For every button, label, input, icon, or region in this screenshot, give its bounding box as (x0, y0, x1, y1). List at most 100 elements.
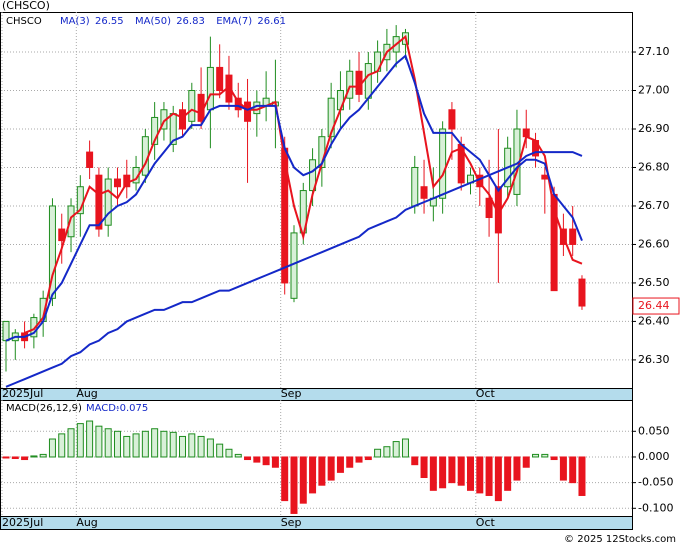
legend-name: MA(3) (60, 16, 90, 27)
macd-bar (374, 448, 382, 458)
x-tick-label: Oct (476, 387, 496, 400)
y-tick-label: 26.80 (638, 160, 670, 173)
macd-bar (76, 423, 84, 458)
candle-body (206, 66, 214, 111)
candle-body (327, 97, 335, 138)
macd-bar (206, 438, 214, 458)
macd-legend: MACD: (86, 403, 119, 414)
macd-bar (420, 456, 428, 479)
macd-bar (179, 435, 187, 458)
candle-body (244, 101, 252, 122)
candle-body (2, 320, 10, 342)
y-tick-label: 0.000 (638, 450, 670, 463)
macd-bar (559, 456, 567, 481)
macd-bar (281, 456, 289, 502)
candle-body (188, 90, 196, 122)
candle-body (113, 178, 121, 188)
ma-line (5, 151, 583, 388)
macd-bar (262, 456, 270, 466)
macd-legend-value: -0.075 (116, 403, 148, 414)
y-tick-label: 0.050 (638, 424, 670, 437)
macd-bar (569, 456, 577, 484)
last-price-box (632, 297, 680, 315)
macd-bar (197, 435, 205, 458)
x-tick-label: Aug (76, 387, 97, 400)
x-tick-label: Oct (476, 516, 496, 529)
macd-bar (346, 456, 354, 468)
y-tick-label: 26.50 (638, 276, 670, 289)
macd-bar (132, 433, 140, 458)
y-tick-label: 26.60 (638, 237, 670, 250)
macd-bar (48, 438, 56, 458)
last-price: 26.44 (638, 299, 670, 312)
candle-body (411, 166, 419, 207)
macd-bar (541, 453, 549, 458)
y-tick-label: -0.100 (638, 501, 673, 514)
macd-bar (411, 456, 419, 466)
macd-bar (494, 456, 502, 502)
macd-bar (104, 428, 112, 458)
candle-body (216, 66, 224, 92)
macd-bar (86, 420, 94, 458)
legend-symbol: CHSCO (6, 16, 42, 27)
macd-bar (290, 456, 298, 514)
chart-title: (CHSCO) (2, 0, 50, 12)
macd-bar (244, 456, 252, 461)
y-tick-label: 26.70 (638, 199, 670, 212)
candle-body (309, 159, 317, 192)
macd-title: MACD(26,12,9) (6, 403, 82, 414)
x-tick-label: 2025Jul (2, 516, 43, 529)
macd-bar (364, 456, 372, 461)
macd-bar (336, 456, 344, 473)
x-tick-label: Aug (76, 516, 97, 529)
macd-bar (504, 456, 512, 491)
candle-body (104, 178, 112, 226)
candle-body (95, 174, 103, 230)
macd-bar (271, 456, 279, 468)
legend-value: 26.55 (95, 16, 124, 27)
macd-bar (318, 456, 326, 486)
macd-bar (429, 456, 437, 491)
macd-bar (30, 455, 38, 458)
macd-bar (392, 441, 400, 458)
macd-bar (383, 446, 391, 458)
date-strip (0, 516, 633, 530)
candle-body (86, 151, 94, 168)
macd-bar (253, 456, 261, 463)
macd-bar (169, 431, 177, 458)
candle-body (30, 317, 38, 338)
macd-bar (448, 456, 456, 484)
macd-bar (216, 443, 224, 458)
macd-bar (401, 438, 409, 458)
candle-body (346, 70, 354, 99)
macd-bar (21, 456, 29, 461)
y-tick-label: 26.40 (638, 314, 670, 327)
y-tick-label: -0.050 (638, 476, 673, 489)
macd-bar (522, 456, 530, 468)
legend-name: MA(50) (135, 16, 171, 27)
y-tick-label: 27.00 (638, 84, 670, 97)
y-tick-label: 26.90 (638, 122, 670, 135)
candle-body (522, 128, 530, 138)
candle-body (569, 228, 577, 245)
macd-bar (309, 456, 317, 494)
macd-bar (476, 456, 484, 494)
macd-bar (457, 456, 465, 486)
macd-bar (67, 428, 75, 458)
macd-bar (123, 435, 131, 458)
macd-bar (160, 430, 168, 458)
macd-bar (113, 430, 121, 458)
macd-bar (141, 430, 149, 458)
candle-body (364, 63, 372, 99)
candle-body (485, 197, 493, 219)
macd-bar (2, 456, 10, 459)
macd-bar (578, 456, 586, 496)
candle-body (420, 186, 428, 199)
macd-bar (225, 448, 233, 458)
x-tick-label: 2025Jul (2, 387, 43, 400)
macd-bar (439, 456, 447, 489)
candle-body (448, 109, 456, 130)
x-tick-label: Sep (281, 516, 302, 529)
macd-bar (355, 456, 363, 463)
legend-name: EMA(7) (216, 16, 252, 27)
